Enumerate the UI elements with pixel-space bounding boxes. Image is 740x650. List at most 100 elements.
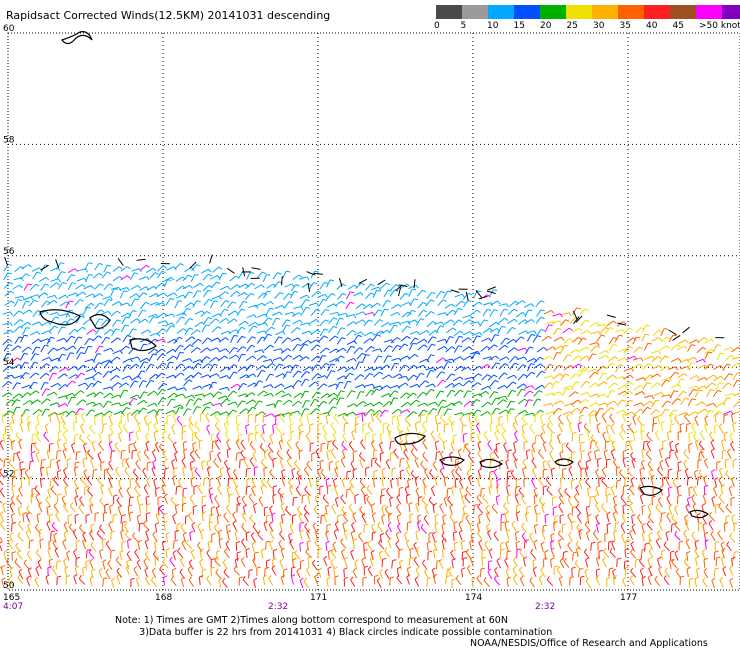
wind-barb bbox=[222, 562, 228, 570]
wind-barb bbox=[234, 559, 238, 568]
wind-barb bbox=[342, 416, 348, 424]
wind-barb bbox=[417, 391, 424, 399]
wind-barb bbox=[137, 453, 141, 462]
wind-barb-flag bbox=[315, 408, 320, 411]
wind-barb bbox=[536, 329, 542, 337]
wind-barb-flag bbox=[188, 291, 193, 294]
wind-barb-flag bbox=[645, 450, 650, 455]
wind-barb-flag bbox=[88, 274, 93, 276]
wind-barb bbox=[101, 337, 107, 345]
wind-barb bbox=[272, 311, 280, 316]
wind-barb-flag bbox=[349, 484, 353, 489]
wind-barb bbox=[488, 550, 493, 559]
wind-barb-flag bbox=[56, 412, 61, 416]
wind-barb-flag bbox=[217, 326, 222, 330]
wind-barb bbox=[415, 364, 424, 369]
wind-barb bbox=[651, 365, 660, 370]
wind-barb bbox=[190, 551, 196, 560]
wind-barb-flag bbox=[210, 433, 215, 437]
wind-barb bbox=[249, 517, 256, 525]
color-swatch bbox=[488, 5, 514, 19]
wind-barb bbox=[470, 321, 479, 325]
wind-barb-flag bbox=[405, 433, 410, 437]
wind-barb-flag bbox=[0, 520, 4, 525]
wind-barb-flag bbox=[251, 541, 256, 545]
wind-barb bbox=[515, 311, 523, 318]
wind-barb bbox=[165, 534, 169, 543]
wind-barb bbox=[630, 455, 637, 463]
wind-barb-flag bbox=[522, 364, 527, 367]
wind-barb bbox=[0, 500, 3, 504]
wind-barb-flag bbox=[603, 381, 608, 385]
wind-barb-flag bbox=[16, 494, 20, 499]
wind-barb bbox=[219, 317, 227, 324]
wind-barb bbox=[642, 382, 648, 390]
wind-barb-flag bbox=[354, 403, 358, 408]
wind-barb bbox=[111, 301, 120, 306]
wind-barb-flag bbox=[563, 557, 567, 562]
wind-barb bbox=[648, 516, 654, 524]
wind-barb bbox=[216, 435, 222, 443]
wind-barb bbox=[192, 444, 195, 453]
wind-barb bbox=[512, 569, 518, 577]
wind-barb-flag bbox=[353, 450, 358, 453]
wind-barb-flag bbox=[129, 511, 134, 514]
wind-barb bbox=[296, 570, 301, 579]
wind-barb bbox=[344, 366, 352, 373]
wind-barb bbox=[133, 568, 139, 577]
wind-barb bbox=[108, 489, 113, 497]
wind-barb-flag bbox=[496, 407, 501, 411]
wind-barb bbox=[458, 532, 463, 541]
wind-barb bbox=[640, 462, 646, 471]
wind-barb bbox=[193, 398, 199, 406]
wind-barb-flag bbox=[228, 493, 234, 496]
wind-barb-flag bbox=[333, 477, 337, 481]
wind-barb-flag bbox=[515, 485, 520, 488]
wind-barb-flag bbox=[136, 576, 140, 580]
wind-barb-flag bbox=[75, 539, 80, 543]
wind-barb bbox=[146, 267, 154, 274]
wind-barb bbox=[254, 302, 263, 308]
wind-barb-flag bbox=[514, 362, 519, 366]
wind-barb bbox=[423, 487, 426, 496]
wind-barb bbox=[322, 497, 329, 505]
wind-barb bbox=[576, 516, 582, 524]
wind-barb-flag bbox=[226, 415, 231, 419]
wind-barb bbox=[100, 486, 104, 495]
wind-barb bbox=[562, 327, 570, 334]
wind-barb bbox=[462, 319, 470, 325]
wind-barb bbox=[120, 266, 128, 272]
wind-barb-flag bbox=[105, 568, 109, 573]
wind-barb bbox=[248, 304, 257, 309]
wind-barb-flag bbox=[613, 400, 618, 405]
wind-barb-flag bbox=[440, 390, 445, 393]
wind-barb bbox=[133, 416, 140, 424]
wind-barb-flag bbox=[242, 576, 246, 580]
wind-barb-flag bbox=[280, 383, 285, 388]
wind-barb-flag bbox=[469, 539, 474, 543]
wind-barb-flag bbox=[51, 565, 56, 569]
wind-barb bbox=[66, 380, 73, 387]
wind-barb-flag bbox=[163, 520, 168, 524]
wind-barb-flag bbox=[190, 302, 195, 306]
wind-barb-flag bbox=[343, 375, 348, 380]
wind-barb bbox=[63, 470, 68, 479]
wind-barb bbox=[500, 337, 507, 345]
wind-barb bbox=[68, 329, 75, 336]
wind-barb-flag bbox=[30, 493, 35, 496]
wind-barb bbox=[246, 336, 253, 344]
wind-barb-flag bbox=[241, 335, 246, 339]
wind-barb-flag bbox=[340, 390, 345, 393]
wind-barb-flag bbox=[305, 306, 311, 309]
wind-barb bbox=[154, 524, 158, 533]
wind-barb-flag bbox=[480, 567, 485, 570]
wind-barb-flag bbox=[31, 442, 36, 445]
wind-barb bbox=[361, 560, 366, 568]
wind-barb bbox=[56, 471, 59, 480]
wind-barb bbox=[489, 453, 493, 462]
wind-barb bbox=[354, 561, 358, 570]
wind-barb bbox=[640, 432, 643, 441]
wind-barb-flag bbox=[335, 460, 340, 464]
wind-barb bbox=[335, 381, 341, 390]
wind-barb-flag bbox=[69, 502, 74, 506]
